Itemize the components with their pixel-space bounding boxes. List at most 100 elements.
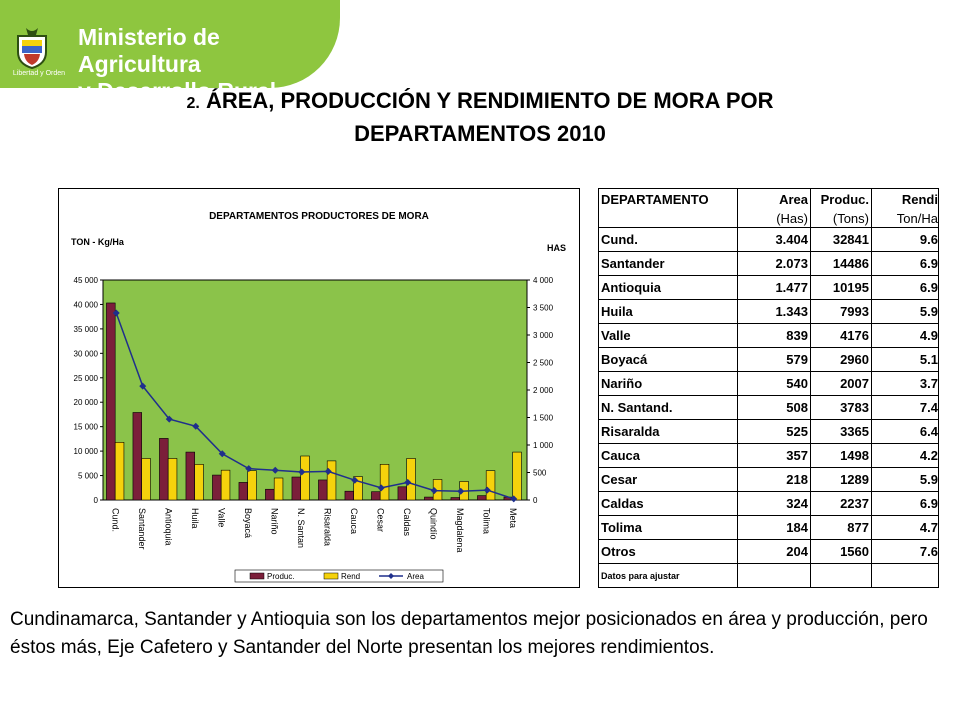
- bar-produc: [106, 302, 116, 501]
- area-point: [324, 467, 332, 475]
- bar-rend: [247, 470, 257, 501]
- bar-rend: [300, 455, 310, 501]
- bar-rend: [167, 458, 178, 501]
- bar-produc: [344, 490, 354, 501]
- motto-text: Libertad y Orden: [12, 70, 66, 77]
- table-cell: 10195: [810, 275, 872, 300]
- table-cell: 32841: [810, 227, 872, 252]
- table-cell: 4.7: [871, 515, 939, 540]
- title-line1: ÁREA, PRODUCCIÓN Y RENDIMIENTO DE MORA P…: [205, 88, 774, 113]
- x-tick-label: Magdalena: [455, 508, 465, 553]
- x-tick-label: Caldas: [402, 508, 412, 537]
- area-point: [510, 495, 518, 503]
- table-cell: 6.9: [871, 491, 939, 516]
- table-cell: 1.343: [737, 299, 811, 324]
- y-left-tick-label: 20 000: [74, 398, 99, 407]
- x-tick-label: Santander: [137, 508, 147, 550]
- legend-label-rend: Rend: [341, 572, 360, 581]
- table-cell: 1560: [810, 539, 872, 564]
- x-tick-label: Risaralda: [322, 508, 332, 546]
- table-cell: 6.4: [871, 419, 939, 444]
- y-left-tick-label: 0: [94, 496, 99, 505]
- bar-produc: [291, 476, 301, 501]
- bar-rend: [114, 442, 125, 501]
- bar-produc: [477, 495, 487, 501]
- table-cell: 3783: [810, 395, 872, 420]
- bar-rend: [406, 458, 416, 501]
- area-point: [483, 486, 491, 494]
- table-cell: Huila: [598, 299, 738, 324]
- table-cell: 839: [737, 323, 811, 348]
- y-right-tick-label: 1 500: [533, 414, 554, 423]
- bar-rend: [353, 476, 363, 501]
- bar-produc: [318, 479, 328, 501]
- bar-produc: [159, 438, 169, 501]
- table-row: Otros 204 1560 7.6: [598, 539, 939, 564]
- table-row: Santander 2.073 14486 6.9: [598, 251, 939, 276]
- bar-rend: [512, 451, 522, 501]
- table-cell: Santander: [598, 251, 738, 276]
- slide-title: 2. ÁREA, PRODUCCIÓN Y RENDIMIENTO DE MOR…: [80, 86, 880, 149]
- area-point: [404, 478, 412, 486]
- table-cell: Nariño: [598, 371, 738, 396]
- table-cell: 579: [737, 347, 811, 372]
- area-point: [218, 450, 226, 458]
- legend-swatch-rend: [323, 572, 339, 580]
- table-cell: Otros: [598, 539, 738, 564]
- y-right-label: HAS: [547, 243, 566, 253]
- y-left-tick-label: 5 000: [78, 472, 99, 481]
- table-row: Risaralda 525 3365 6.4: [598, 419, 939, 444]
- table-cell: N. Santand.: [598, 395, 738, 420]
- table-header-cell: Area: [737, 188, 811, 209]
- y-right-tick-label: 3 000: [533, 331, 554, 340]
- table-cell: 6.9: [871, 251, 939, 276]
- table-row: N. Santand. 508 3783 7.4: [598, 395, 939, 420]
- bar-produc: [450, 497, 460, 501]
- x-tick-label: Huila: [190, 508, 200, 529]
- area-point: [112, 309, 120, 317]
- table-cell: 540: [737, 371, 811, 396]
- table-row: Cund. 3.404 32841 9.6: [598, 227, 939, 252]
- x-tick-label: Tolima: [481, 508, 491, 534]
- table-cell: Boyacá: [598, 347, 738, 372]
- area-point: [430, 487, 438, 495]
- area-point: [351, 476, 359, 484]
- area-point: [192, 422, 200, 430]
- x-tick-label: N. Santan: [296, 508, 306, 548]
- table-empty-cell: [871, 563, 939, 588]
- bar-produc: [132, 412, 142, 501]
- y-right-tick-label: 3 500: [533, 304, 554, 313]
- area-point: [298, 468, 306, 476]
- table-unit-cell: (Tons): [810, 209, 872, 228]
- table-cell: 1498: [810, 443, 872, 468]
- chart-title: DEPARTAMENTOS PRODUCTORES DE MORA: [209, 211, 429, 222]
- table-cell: Risaralda: [598, 419, 738, 444]
- y-right-tick-label: 1 000: [533, 441, 554, 450]
- legend-label-area: Area: [407, 572, 424, 581]
- x-tick-label: Quindío: [428, 508, 438, 540]
- bar-produc: [424, 496, 434, 501]
- table-header-cell: DEPARTAMENTO: [598, 188, 738, 209]
- y-right-tick-label: 4 000: [533, 276, 554, 285]
- area-point: [165, 415, 173, 423]
- table-cell: 4.2: [871, 443, 939, 468]
- y-left-tick-label: 35 000: [74, 325, 99, 334]
- table-cell: 2960: [810, 347, 872, 372]
- table-cell: 9.6: [871, 227, 939, 252]
- y-left-tick-label: 25 000: [74, 374, 99, 383]
- bar-rend: [141, 458, 151, 501]
- table-header-cell: Produc.: [810, 188, 872, 209]
- table-cell: 5.1: [871, 347, 939, 372]
- table-note: Datos para ajustar: [598, 563, 738, 588]
- legend-marker-area: [388, 573, 394, 579]
- area-point: [245, 465, 253, 473]
- y-right-tick-label: 2 000: [533, 386, 554, 395]
- table-cell: 5.9: [871, 467, 939, 492]
- ministry-name-line2: y Desarrollo Rural: [78, 78, 277, 104]
- bar-rend: [485, 470, 496, 501]
- y-right-tick-label: 0: [533, 496, 538, 505]
- bar-produc: [212, 474, 222, 501]
- table-cell: 324: [737, 491, 811, 516]
- mora-chart: DEPARTAMENTOS PRODUCTORES DE MORA TON - K…: [71, 211, 566, 583]
- table-cell: 2007: [810, 371, 872, 396]
